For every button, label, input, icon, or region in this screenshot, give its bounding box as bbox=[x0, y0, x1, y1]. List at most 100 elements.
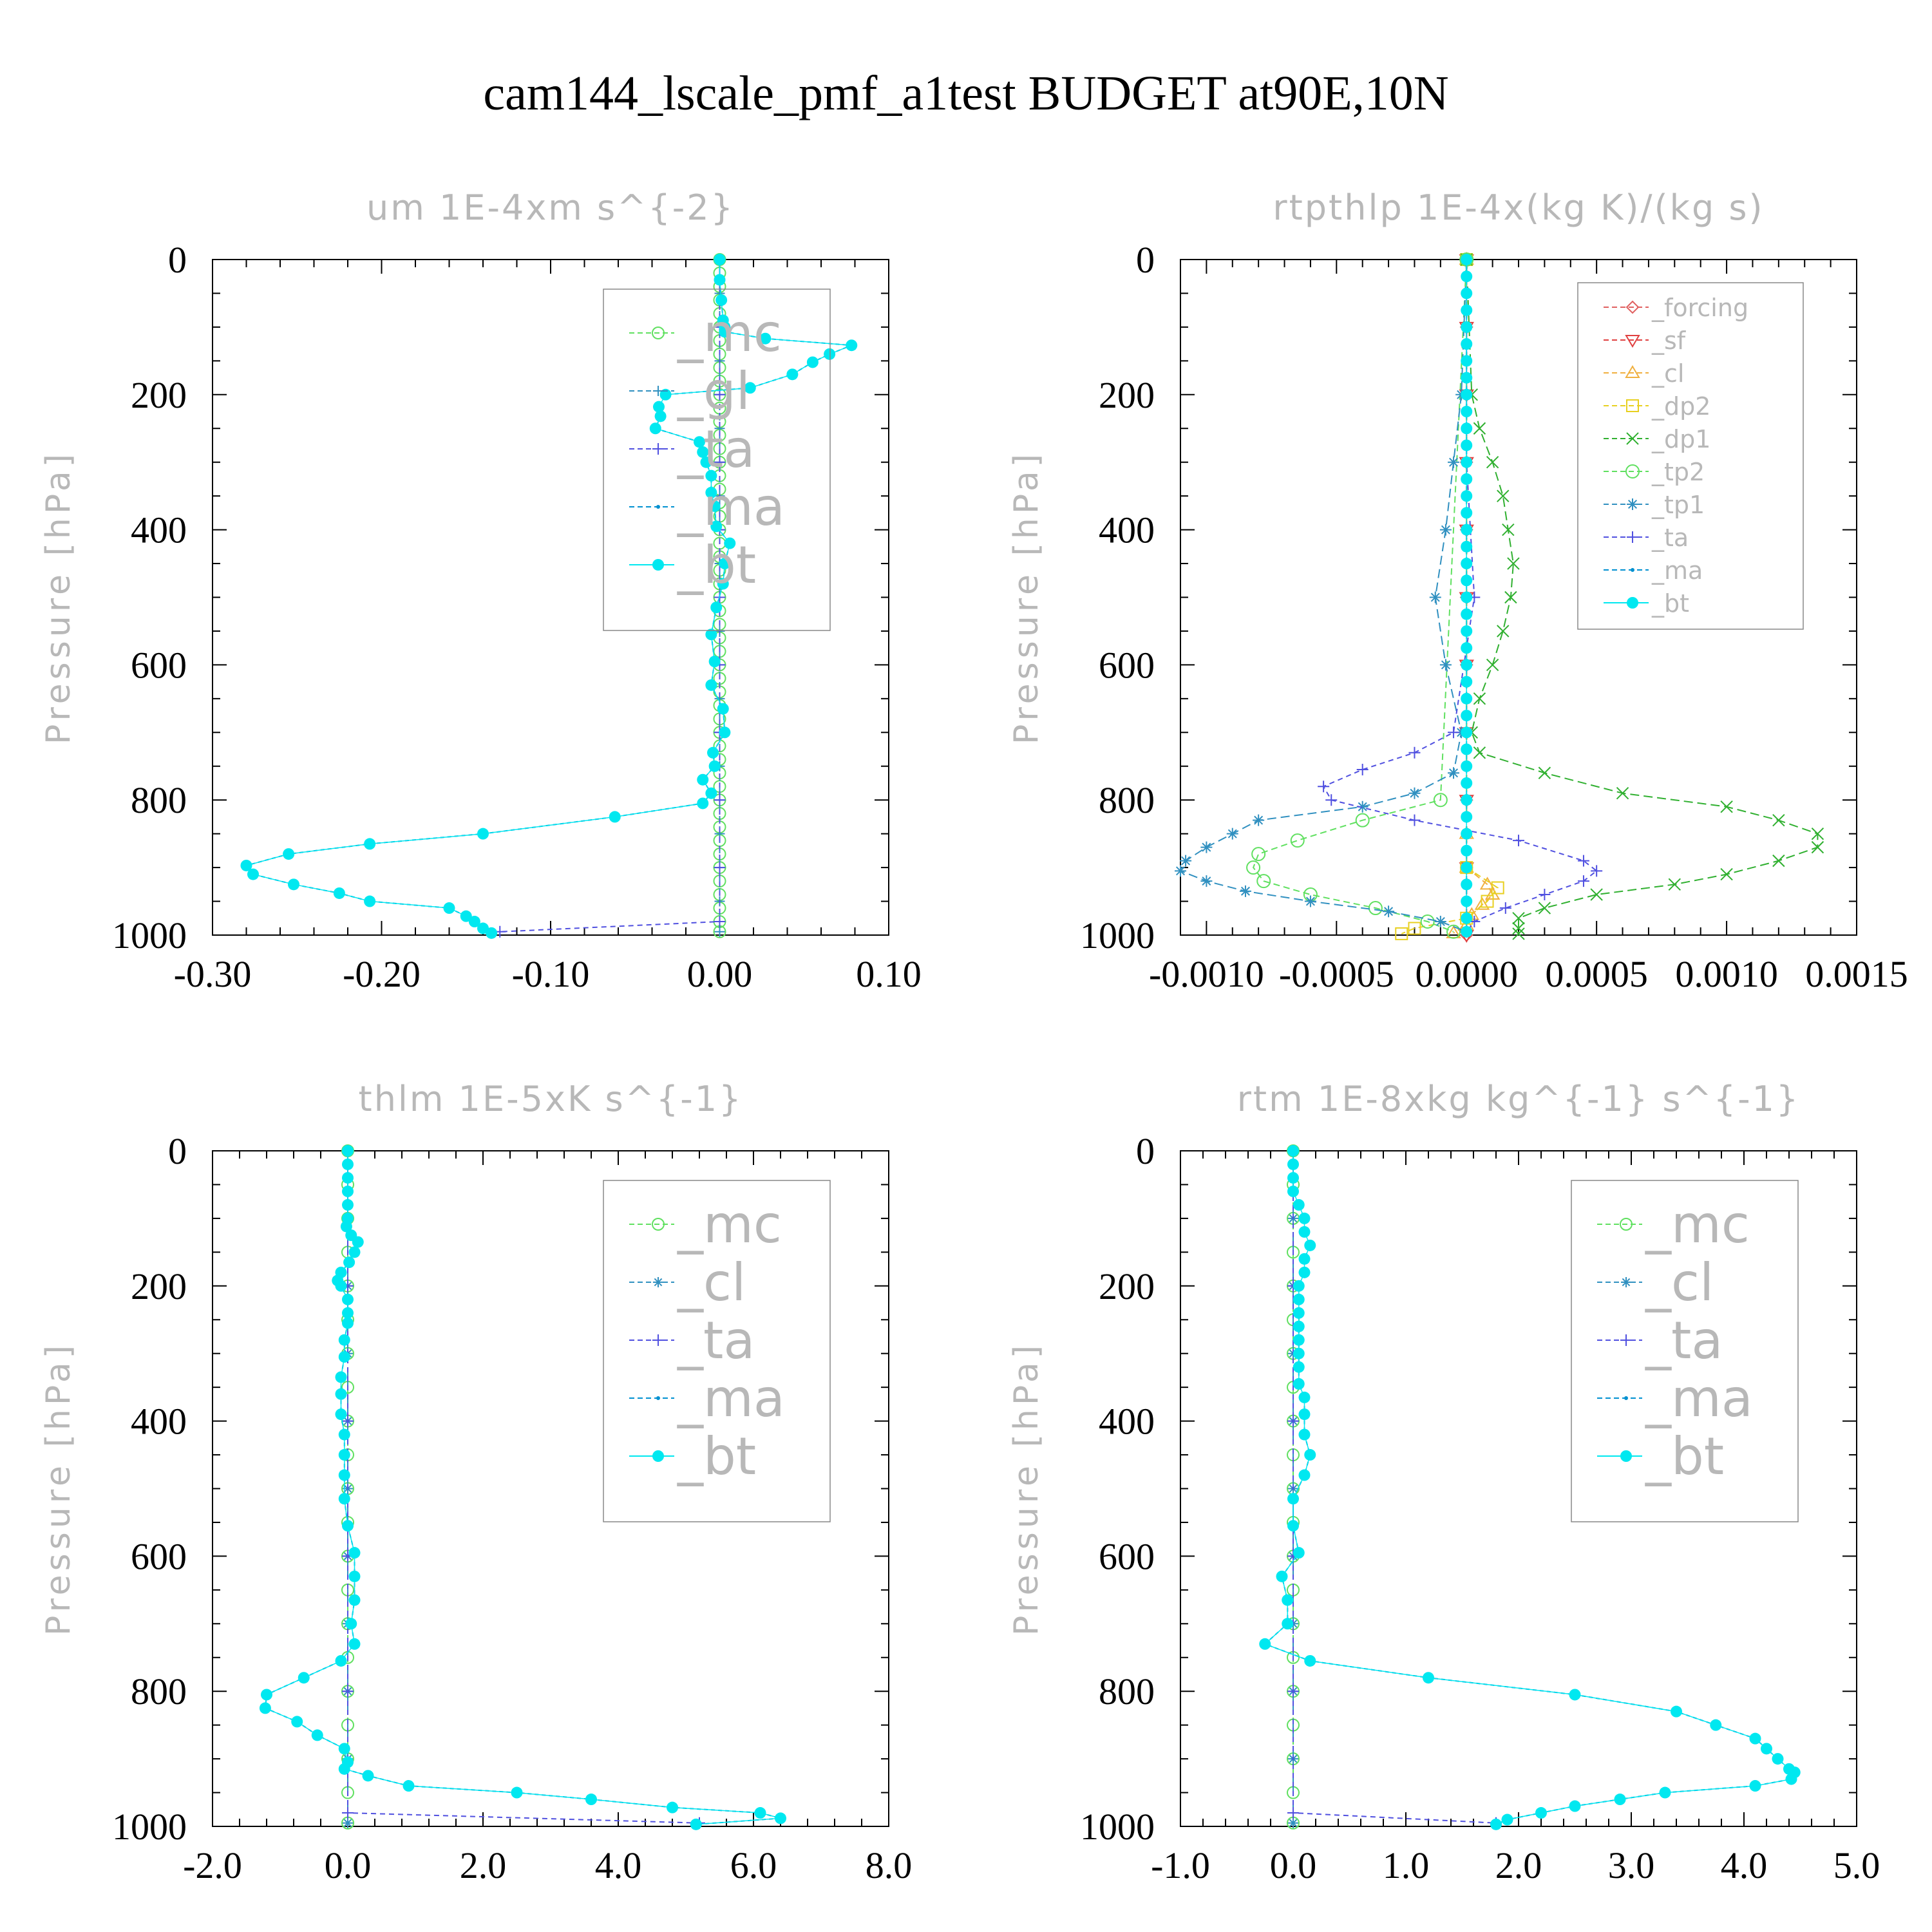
legend-label: _ma bbox=[677, 477, 785, 537]
data-point bbox=[338, 1350, 350, 1363]
figure-title: cam144_lscale_pmf_a1test BUDGET at90E,10… bbox=[483, 66, 1448, 120]
legend-marker bbox=[1624, 1396, 1628, 1400]
data-point bbox=[708, 760, 721, 772]
legend-label: _tp2 bbox=[1651, 458, 1705, 486]
data-point bbox=[1355, 813, 1370, 828]
series-bt bbox=[259, 1145, 786, 1830]
legend-marker bbox=[1626, 399, 1639, 412]
data-point bbox=[1504, 591, 1517, 604]
x-tick-label: 6.0 bbox=[730, 1844, 777, 1886]
data-point bbox=[1473, 422, 1486, 435]
data-point bbox=[1461, 777, 1473, 789]
data-point bbox=[1287, 1415, 1299, 1427]
data-point bbox=[806, 356, 819, 368]
data-point bbox=[1298, 1469, 1311, 1481]
data-point bbox=[1304, 895, 1316, 907]
data-point bbox=[1276, 1570, 1288, 1582]
data-point bbox=[288, 878, 299, 891]
data-point bbox=[362, 1770, 374, 1782]
data-point bbox=[460, 910, 472, 922]
data-point bbox=[1461, 388, 1473, 401]
data-point bbox=[1461, 895, 1473, 907]
data-point bbox=[659, 388, 672, 401]
data-point bbox=[1749, 1732, 1761, 1745]
data-point bbox=[1293, 1293, 1305, 1305]
series-bt bbox=[1259, 1145, 1801, 1830]
legend-entry: _bt bbox=[1597, 1426, 1724, 1486]
data-point bbox=[1433, 793, 1448, 808]
data-point bbox=[1293, 1280, 1305, 1292]
data-point bbox=[338, 1334, 350, 1346]
y-tick-label: 400 bbox=[131, 1401, 187, 1443]
legend-box bbox=[603, 289, 831, 631]
data-point bbox=[1486, 455, 1499, 469]
data-point bbox=[1461, 844, 1473, 857]
data-point bbox=[338, 1428, 350, 1441]
data-point bbox=[1591, 865, 1603, 877]
data-point bbox=[714, 794, 726, 806]
data-point bbox=[1461, 422, 1473, 435]
plot-frame bbox=[212, 259, 889, 936]
data-point bbox=[1671, 1705, 1682, 1718]
plot-area bbox=[1175, 252, 1824, 943]
data-point bbox=[1491, 881, 1504, 895]
data-point bbox=[1811, 827, 1824, 840]
data-point bbox=[283, 848, 295, 860]
data-point bbox=[717, 703, 729, 715]
data-point bbox=[705, 679, 717, 691]
data-point bbox=[1408, 922, 1421, 935]
data-point bbox=[1461, 912, 1473, 924]
series-bt bbox=[1461, 254, 1473, 938]
legend-entry: _mc bbox=[1597, 1195, 1750, 1255]
legend-label: _ta bbox=[1651, 524, 1689, 552]
data-point bbox=[338, 1763, 350, 1775]
data-point bbox=[335, 1388, 347, 1400]
panel-1: um 1E-4xm s^{-2} Pressure [hPa] -0.30 -0.20… bbox=[39, 187, 922, 995]
data-point bbox=[705, 469, 717, 482]
data-point bbox=[1461, 608, 1473, 620]
data-point bbox=[1461, 473, 1473, 485]
data-point bbox=[1538, 766, 1551, 779]
legend-marker bbox=[652, 327, 665, 339]
series-dp1 bbox=[1460, 253, 1824, 940]
data-point bbox=[343, 1817, 353, 1828]
data-point bbox=[1325, 794, 1338, 806]
plot-area bbox=[240, 253, 858, 939]
legend-marker bbox=[656, 505, 660, 509]
x-tick-label: 3.0 bbox=[1608, 1844, 1655, 1886]
data-point bbox=[1461, 828, 1473, 840]
legend-entry: _gl bbox=[629, 361, 750, 421]
data-point bbox=[1259, 1638, 1271, 1650]
data-point bbox=[708, 500, 721, 512]
legend-marker bbox=[1625, 300, 1640, 314]
data-point bbox=[1512, 912, 1525, 925]
data-point bbox=[342, 1415, 354, 1427]
data-point bbox=[1293, 1347, 1305, 1359]
data-point bbox=[1577, 875, 1589, 887]
y-tick-label: 800 bbox=[131, 779, 187, 821]
data-point bbox=[1251, 847, 1266, 862]
data-point bbox=[1590, 888, 1603, 901]
legend-label: _tp1 bbox=[1651, 491, 1705, 519]
y-tick-label: 400 bbox=[1099, 1401, 1155, 1443]
y-tick-label: 1000 bbox=[112, 1806, 187, 1848]
data-point bbox=[786, 368, 799, 381]
data-point bbox=[744, 382, 756, 394]
legend-entry: _cl bbox=[1604, 359, 1684, 388]
y-tick-label: 1000 bbox=[1080, 1806, 1155, 1848]
data-point bbox=[1304, 1654, 1316, 1667]
data-point bbox=[1461, 811, 1473, 823]
data-point bbox=[775, 1812, 786, 1824]
data-point bbox=[1507, 557, 1520, 570]
x-tick-label: 4.0 bbox=[1721, 1844, 1768, 1886]
data-point bbox=[1293, 1378, 1305, 1390]
legend-marker bbox=[1625, 335, 1640, 348]
y-axis-label: Pressure [hPa] bbox=[1007, 450, 1046, 744]
data-point bbox=[335, 1654, 347, 1667]
data-point bbox=[1461, 558, 1473, 570]
data-point bbox=[1439, 524, 1452, 536]
data-point bbox=[1512, 927, 1525, 940]
data-point bbox=[1538, 902, 1551, 914]
data-point bbox=[1293, 1334, 1305, 1346]
data-point bbox=[1461, 925, 1473, 938]
